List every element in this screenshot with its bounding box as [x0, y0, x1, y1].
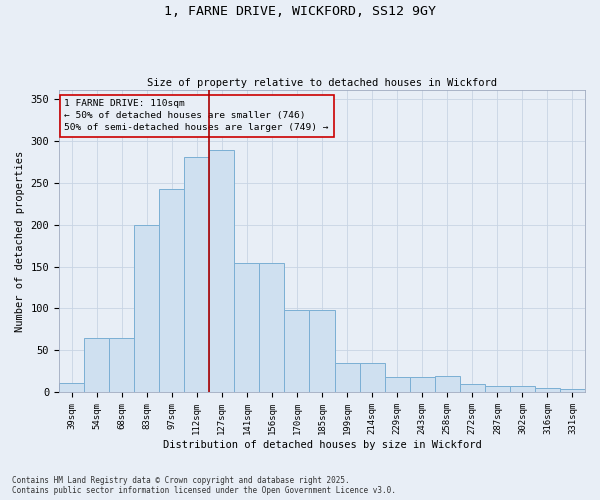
- X-axis label: Distribution of detached houses by size in Wickford: Distribution of detached houses by size …: [163, 440, 481, 450]
- Bar: [510, 386, 535, 392]
- Bar: [209, 150, 235, 392]
- Text: 1, FARNE DRIVE, WICKFORD, SS12 9GY: 1, FARNE DRIVE, WICKFORD, SS12 9GY: [164, 5, 436, 18]
- Bar: [235, 263, 259, 392]
- Bar: [284, 310, 310, 392]
- Bar: [435, 376, 460, 392]
- Bar: [310, 310, 335, 392]
- Bar: [485, 386, 510, 392]
- Bar: [410, 378, 435, 392]
- Bar: [259, 263, 284, 392]
- Bar: [134, 224, 159, 392]
- Bar: [535, 388, 560, 392]
- Bar: [109, 338, 134, 392]
- Bar: [385, 378, 410, 392]
- Bar: [184, 158, 209, 392]
- Bar: [84, 338, 109, 392]
- Y-axis label: Number of detached properties: Number of detached properties: [15, 150, 25, 332]
- Text: 1 FARNE DRIVE: 110sqm
← 50% of detached houses are smaller (746)
50% of semi-det: 1 FARNE DRIVE: 110sqm ← 50% of detached …: [64, 99, 329, 132]
- Bar: [159, 190, 184, 392]
- Bar: [59, 383, 84, 392]
- Bar: [560, 389, 585, 392]
- Title: Size of property relative to detached houses in Wickford: Size of property relative to detached ho…: [147, 78, 497, 88]
- Text: Contains HM Land Registry data © Crown copyright and database right 2025.
Contai: Contains HM Land Registry data © Crown c…: [12, 476, 396, 495]
- Bar: [359, 363, 385, 392]
- Bar: [460, 384, 485, 392]
- Bar: [335, 363, 359, 392]
